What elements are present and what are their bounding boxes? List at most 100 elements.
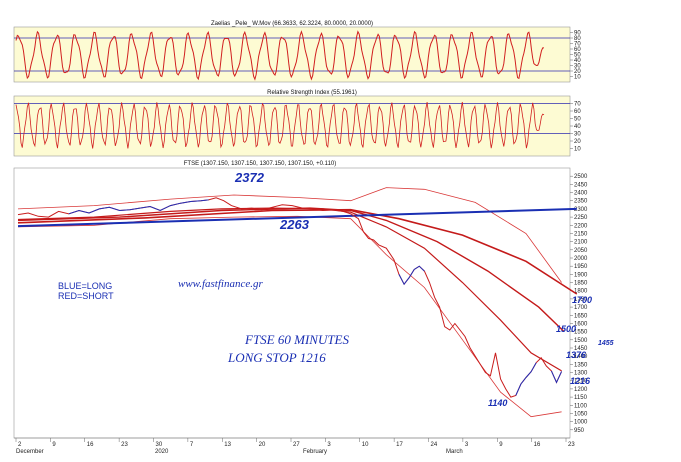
x-tick-label: 17	[396, 442, 403, 448]
oscillator-tick-label: 50	[574, 53, 581, 59]
annotation-2263: 2263	[279, 217, 310, 232]
x-tick-label: 7	[190, 442, 194, 448]
price-tick-label: 2450	[574, 182, 588, 188]
legend-red-short: RED=SHORT	[58, 291, 114, 301]
oscillator-tick-label: 70	[574, 42, 581, 48]
price-tick-label: 1350	[574, 362, 588, 368]
price-tick-label: 1150	[574, 395, 588, 401]
x-label-march: March	[446, 449, 463, 455]
price-tick-label: 2100	[574, 240, 588, 246]
x-tick-label: 9	[52, 442, 56, 448]
x-tick-label: 23	[568, 442, 575, 448]
annotation-1700: 1700	[572, 295, 592, 305]
x-tick-label: 10	[362, 442, 369, 448]
price-tick-label: 1700	[574, 305, 588, 311]
x-tick-label: 16	[87, 442, 94, 448]
price-tick-label: 1650	[574, 313, 588, 319]
oscillator-tick-label: 30	[574, 64, 581, 70]
price-tick-label: 1200	[574, 387, 588, 393]
oscillator-panel-bg	[13, 26, 571, 83]
price-tick-label: 1600	[574, 321, 588, 327]
price-tick-label: 2500	[574, 174, 588, 180]
annotation-1455: 1455	[598, 340, 614, 347]
annotation-1216: 1216	[570, 376, 591, 386]
price-tick-label: 2300	[574, 207, 588, 213]
annotation-1140: 1140	[488, 398, 507, 408]
heading-ftse-60-minutes: FTSE 60 MINUTES	[244, 332, 350, 347]
price-tick-label: 1850	[574, 281, 588, 287]
band-upper-line	[17, 187, 562, 283]
price-tick-label: 950	[574, 428, 585, 434]
rsi-tick-label: 70	[574, 102, 581, 108]
annotation-1500: 1500	[556, 324, 576, 334]
price-tick-label: 1250	[574, 379, 588, 385]
price-tick-label: 2050	[574, 248, 588, 254]
rsi-tick-label: 10	[574, 147, 581, 153]
x-tick-label: 2	[18, 442, 22, 448]
oscillator-panel: Zaelias _Pele_ W.Mov (66.3633, 62.3224, …	[13, 21, 581, 83]
price-long-segment	[515, 362, 537, 396]
price-tick-label: 1950	[574, 264, 588, 270]
x-axis-ticks: 2 9 16 23 30 7 13 20 27 3 10 17 24 3 9 16 23	[15, 438, 575, 448]
oscillator-tick-label: 80	[574, 36, 581, 42]
price-tick-label: 2000	[574, 256, 588, 262]
oscillator-series-line	[15, 30, 544, 81]
oscillator-tick-label: 60	[574, 47, 581, 53]
price-tick-label: 2200	[574, 223, 588, 229]
price-tick-label: 1800	[574, 289, 588, 295]
ma-fast-line	[17, 207, 562, 372]
rsi-series-line	[15, 101, 545, 149]
price-tick-label: 2250	[574, 215, 588, 221]
price-tick-label: 1400	[574, 354, 588, 360]
price-panel: FTSE (1307.150, 1307.150, 1307.150, 1307…	[13, 161, 614, 439]
annotation-1376: 1376	[566, 350, 587, 360]
x-label-december: December	[16, 449, 44, 455]
rsi-tick-label: 50	[574, 117, 581, 123]
price-tick-label: 1450	[574, 346, 588, 352]
x-tick-label: 23	[121, 442, 128, 448]
price-tick-label: 1300	[574, 371, 588, 377]
support-trendline	[17, 207, 577, 228]
x-label-2020: 2020	[155, 449, 169, 455]
x-label-february: February	[303, 449, 327, 455]
price-tick-label: 1550	[574, 330, 588, 336]
x-tick-label: 20	[259, 442, 266, 448]
rsi-tick-label: 60	[574, 109, 581, 115]
price-tick-label: 2350	[574, 199, 588, 205]
rsi-tick-label: 20	[574, 139, 581, 145]
rsi-panel-bg	[13, 95, 571, 157]
price-long-segment	[68, 199, 209, 215]
price-panel-bg	[13, 167, 571, 439]
x-tick-label: 13	[224, 442, 231, 448]
price-long-segment	[398, 265, 425, 286]
x-tick-label: 24	[431, 442, 438, 448]
oscillator-tick-label: 90	[574, 31, 581, 37]
rsi-tick-label: 40	[574, 124, 581, 130]
price-title: FTSE (1307.150, 1307.150, 1307.150, 1307…	[184, 161, 337, 167]
price-y-ticks: 2500 2450 2400 2350 2300 2250 2200 2150 2100 2050…	[570, 174, 588, 434]
legend-blue-long: BLUE=LONG	[58, 281, 112, 291]
price-tick-label: 2150	[574, 231, 588, 237]
x-tick-label: 3	[327, 442, 331, 448]
price-line-long	[68, 199, 563, 396]
website-label: www.fastfinance.gr	[178, 278, 263, 290]
x-tick-label: 30	[156, 442, 163, 448]
x-tick-label: 9	[499, 442, 503, 448]
oscillator-tick-label: 10	[574, 75, 581, 81]
oscillator-title: Zaelias _Pele_ W.Mov (66.3633, 62.3224, …	[211, 21, 373, 27]
x-tick-label: 16	[534, 442, 541, 448]
price-tick-label: 1050	[574, 411, 588, 417]
x-axis: 2 9 16 23 30 7 13 20 27 3 10 17 24 3 9 16 23 December 20…	[14, 437, 575, 455]
price-tick-label: 2400	[574, 191, 588, 197]
rsi-tick-label: 30	[574, 132, 581, 138]
x-tick-label: 3	[465, 442, 469, 448]
price-tick-label: 1500	[574, 338, 588, 344]
x-tick-label: 27	[293, 442, 300, 448]
price-tick-label: 1900	[574, 272, 588, 278]
oscillator-tick-label: 20	[574, 69, 581, 75]
